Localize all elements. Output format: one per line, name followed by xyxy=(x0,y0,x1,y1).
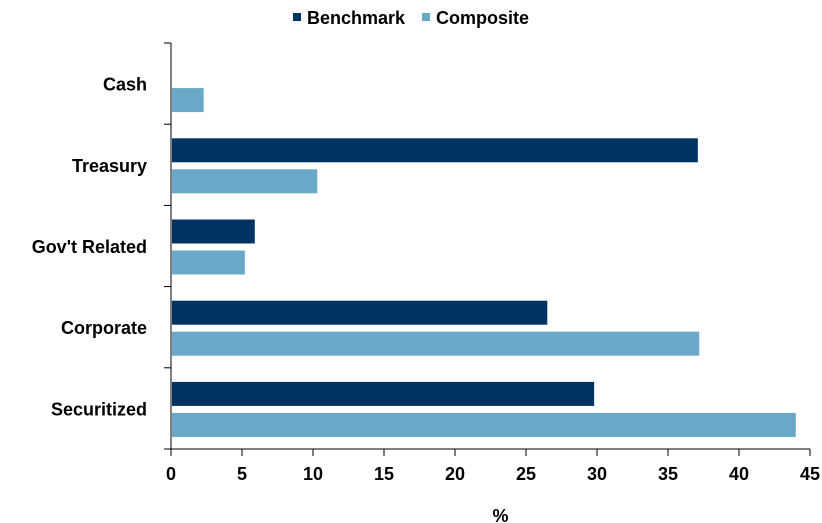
legend-item-benchmark: Benchmark xyxy=(292,8,405,29)
x-tick-label-25: 25 xyxy=(516,464,536,484)
category-label-corporate: Corporate xyxy=(61,318,147,338)
bar-composite-securitized xyxy=(172,412,796,437)
category-label-cash: Cash xyxy=(103,75,147,95)
bar-composite-treasury xyxy=(172,169,318,194)
chart-legend: Benchmark Composite xyxy=(0,8,822,29)
category-label-securitized: Securitized xyxy=(51,399,147,419)
legend-swatch-benchmark xyxy=(292,13,301,22)
x-tick-label-10: 10 xyxy=(303,464,323,484)
x-tick-label-20: 20 xyxy=(445,464,465,484)
bar-benchmark-treasury xyxy=(172,138,698,163)
legend-label-benchmark: Benchmark xyxy=(306,8,405,28)
bar-benchmark-corporate xyxy=(172,300,548,325)
bar-benchmark-securitized xyxy=(172,381,595,406)
bar-composite-gov-t-related xyxy=(172,250,245,275)
bar-benchmark-gov-t-related xyxy=(172,219,255,244)
legend-swatch-composite xyxy=(422,13,431,22)
x-tick-label-0: 0 xyxy=(166,464,176,484)
category-label-gov-t-related: Gov't Related xyxy=(32,237,147,257)
bar-composite-cash xyxy=(172,88,204,113)
legend-label-composite: Composite xyxy=(436,8,530,28)
category-label-treasury: Treasury xyxy=(72,156,147,176)
x-tick-label-15: 15 xyxy=(374,464,394,484)
x-tick-label-40: 40 xyxy=(729,464,749,484)
x-tick-label-45: 45 xyxy=(800,464,820,484)
legend-item-composite: Composite xyxy=(422,8,529,29)
x-axis-label: % xyxy=(492,506,508,523)
x-tick-label-5: 5 xyxy=(237,464,247,484)
x-tick-label-30: 30 xyxy=(587,464,607,484)
x-tick-label-35: 35 xyxy=(658,464,678,484)
bar-composite-corporate xyxy=(172,331,700,356)
